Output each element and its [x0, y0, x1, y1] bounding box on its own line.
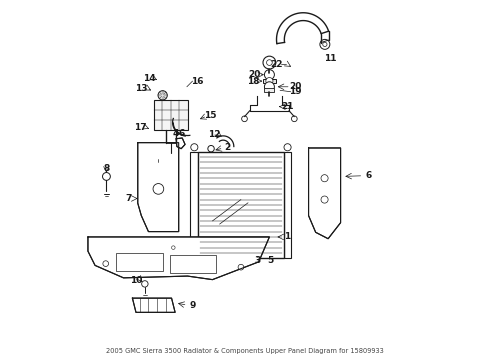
Text: 22: 22	[270, 60, 282, 69]
Circle shape	[102, 261, 108, 266]
Text: 11: 11	[323, 54, 335, 63]
Polygon shape	[138, 143, 178, 231]
Circle shape	[158, 91, 167, 100]
Text: 2: 2	[224, 144, 230, 153]
Circle shape	[102, 172, 110, 180]
Circle shape	[153, 184, 163, 194]
Circle shape	[238, 264, 244, 270]
Circle shape	[291, 116, 297, 122]
Bar	[263, 79, 275, 83]
Circle shape	[142, 281, 148, 287]
Bar	[153, 100, 187, 130]
Text: 17: 17	[134, 123, 146, 132]
Text: 14: 14	[142, 74, 155, 83]
Text: 3: 3	[254, 256, 260, 265]
Polygon shape	[88, 237, 269, 280]
Text: 7: 7	[125, 194, 131, 203]
Bar	[283, 152, 291, 258]
Text: 8: 8	[103, 164, 109, 173]
Circle shape	[320, 196, 327, 203]
Text: 5: 5	[266, 256, 273, 265]
Bar	[148, 152, 152, 159]
Circle shape	[241, 116, 247, 122]
Text: 6: 6	[178, 129, 184, 138]
Polygon shape	[308, 148, 340, 239]
Text: 4: 4	[173, 129, 179, 138]
Circle shape	[322, 42, 326, 46]
Text: 15: 15	[204, 112, 217, 121]
Circle shape	[190, 144, 198, 151]
Text: 20: 20	[247, 70, 260, 79]
Text: 20: 20	[289, 82, 301, 91]
Text: 6: 6	[365, 171, 371, 180]
Circle shape	[264, 70, 274, 80]
Polygon shape	[132, 298, 175, 312]
Text: 13: 13	[135, 84, 147, 93]
Text: 12: 12	[207, 130, 220, 139]
Circle shape	[265, 77, 272, 85]
Circle shape	[253, 249, 260, 257]
Circle shape	[171, 246, 175, 249]
Text: 18: 18	[246, 77, 259, 86]
Circle shape	[264, 82, 274, 92]
Text: 2005 GMC Sierra 3500 Radiator & Components Upper Panel Diagram for 15809933: 2005 GMC Sierra 3500 Radiator & Componen…	[105, 348, 383, 354]
Text: 21: 21	[281, 102, 293, 111]
Polygon shape	[176, 138, 184, 149]
Text: 19: 19	[289, 87, 302, 96]
Circle shape	[263, 56, 275, 69]
Text: 10: 10	[130, 276, 142, 285]
Bar	[169, 255, 216, 273]
Bar	[116, 253, 163, 271]
Bar	[190, 152, 198, 258]
Circle shape	[284, 144, 290, 151]
Circle shape	[319, 39, 329, 49]
Text: 1: 1	[284, 233, 290, 242]
Bar	[264, 88, 274, 92]
Circle shape	[266, 60, 272, 66]
Bar	[198, 152, 283, 258]
Circle shape	[207, 145, 214, 152]
Circle shape	[320, 175, 327, 182]
Text: 9: 9	[189, 301, 196, 310]
Text: 16: 16	[191, 77, 203, 86]
